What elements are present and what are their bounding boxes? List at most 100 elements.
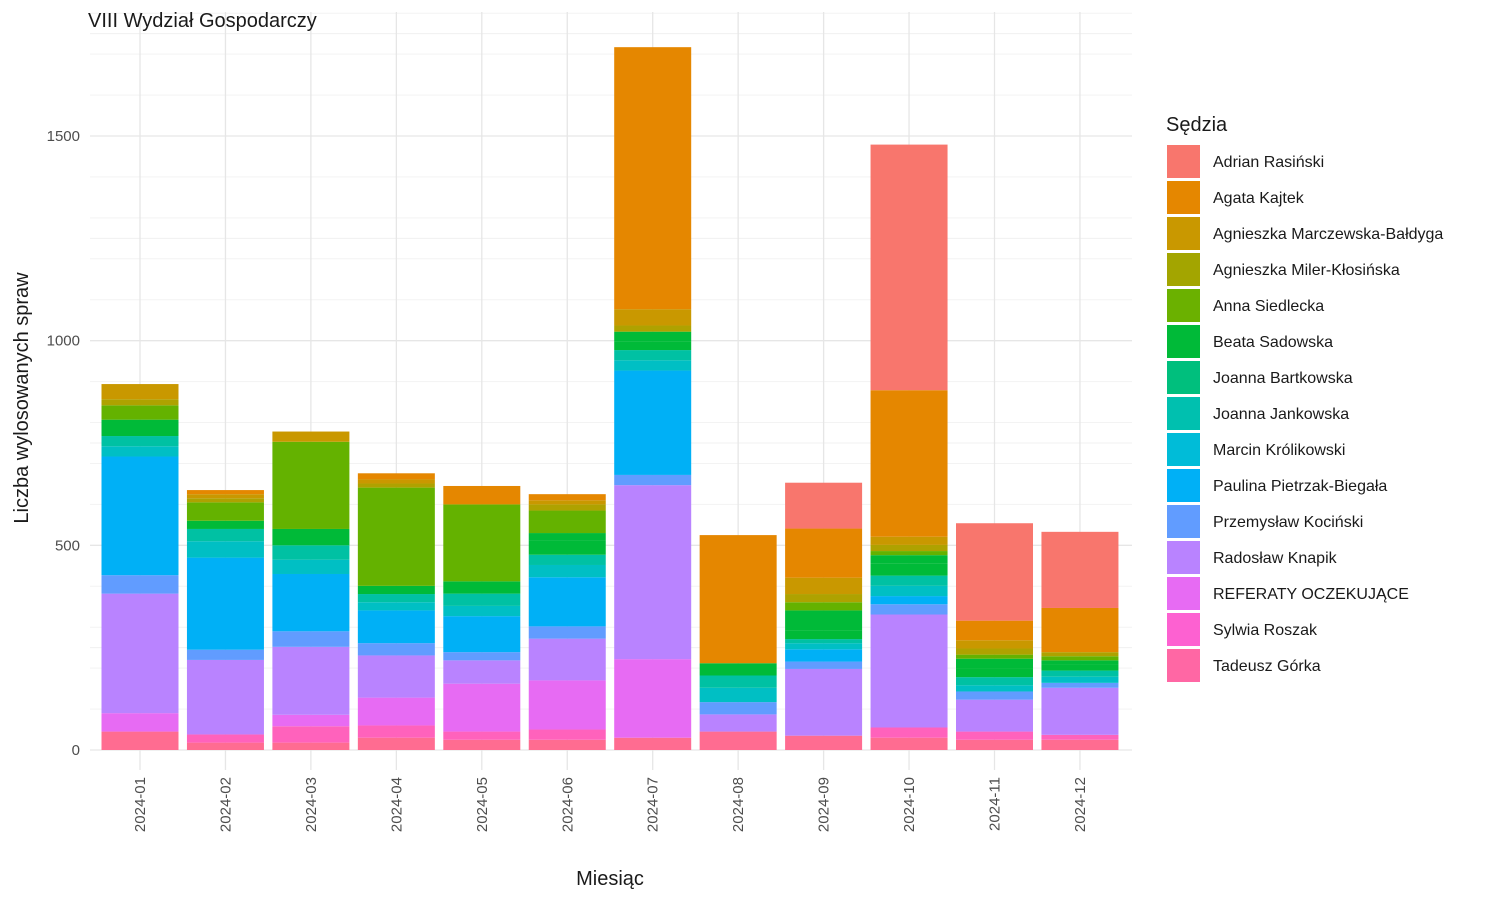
bar-segment [785, 649, 863, 662]
bar-segment [101, 384, 179, 400]
legend-label: Agata Kajtek [1213, 190, 1305, 207]
bar-segment [1041, 664, 1119, 671]
bar-segment [357, 725, 435, 738]
bar-segment [443, 593, 521, 606]
y-tick-label: 500 [55, 537, 80, 554]
x-tick-label: 2024-08 [730, 777, 747, 832]
bar-segment [956, 677, 1033, 686]
bar-segment [357, 487, 435, 586]
bar-segment [443, 652, 521, 661]
legend-swatch [1167, 325, 1200, 358]
legend-swatch [1167, 145, 1200, 178]
bar-segment [357, 479, 435, 484]
bar-segment [785, 482, 863, 529]
bar-segment [101, 713, 179, 732]
legend-label: Marcin Królikowski [1213, 442, 1345, 459]
x-tick-label: 2024-09 [816, 777, 833, 832]
bar-segment [614, 474, 692, 486]
bar-segment [870, 551, 948, 556]
y-tick-label: 1500 [47, 128, 80, 145]
x-tick-label: 2024-02 [217, 777, 234, 832]
bar-segment [1041, 734, 1119, 740]
bar-segment [699, 714, 777, 732]
bar-segment [186, 490, 264, 495]
bar-segment [443, 739, 521, 750]
bar-segment [101, 593, 179, 714]
bar-segment [101, 399, 179, 406]
bar-segment [614, 370, 692, 475]
legend-label: Radosław Knapik [1213, 550, 1338, 567]
legend-swatch [1167, 433, 1200, 466]
bar-segment [528, 510, 606, 534]
bar-segment [699, 687, 777, 703]
legend-label: Przemysław Kociński [1213, 514, 1363, 531]
bar-segment [528, 494, 606, 501]
bar-segment [870, 563, 948, 576]
bar-segment [528, 554, 606, 565]
bar-segment [272, 545, 350, 560]
bar-segment [528, 638, 606, 681]
bar-segment [785, 610, 863, 631]
legend-swatch [1167, 253, 1200, 286]
bar-segment [870, 555, 948, 564]
bar-segment [785, 577, 863, 595]
bar-segment [443, 581, 521, 594]
bar-segment [528, 739, 606, 750]
legend-label: Agnieszka Miler-Kłosińska [1213, 262, 1400, 279]
bar-segment [699, 731, 777, 750]
bar-segment [186, 528, 264, 542]
bar-segment [443, 660, 521, 684]
bar-segment [528, 626, 606, 639]
bar-segment [956, 685, 1033, 692]
bar-segment [614, 309, 692, 326]
bar-segment [101, 436, 179, 447]
bar-segment [443, 504, 521, 582]
bar-segment [1041, 607, 1119, 653]
legend-swatch [1167, 469, 1200, 502]
bar-segment [272, 742, 350, 750]
bar-segment [956, 739, 1033, 750]
bar-segment [956, 658, 1033, 669]
bar-segment [528, 680, 606, 730]
bar-segment [443, 683, 521, 732]
legend-label: Agnieszka Marczewska-Bałdyga [1213, 226, 1443, 243]
legend-swatch [1167, 361, 1200, 394]
x-tick-label: 2024-11 [987, 777, 1004, 831]
bar-segment [357, 483, 435, 488]
legend-swatch [1167, 505, 1200, 538]
bar-segment [443, 616, 521, 653]
bar-segment [528, 540, 606, 555]
bar-segment [272, 631, 350, 647]
bar-segment [528, 500, 606, 505]
bar-segment [528, 577, 606, 627]
bar-segment [357, 594, 435, 603]
x-axis-ticks: 2024-01 2024-02 2024-03 2024-04 2024-05 2024-… [132, 777, 1089, 832]
bar-segment [528, 533, 606, 541]
bar-segment [614, 341, 692, 351]
y-axis-title: Liczba wylosowanych spraw [11, 272, 33, 524]
bar-segment [699, 663, 777, 676]
bar-segment [699, 702, 777, 715]
bar-segment [614, 350, 692, 361]
bar-segment [870, 614, 948, 728]
bar-segment [785, 668, 863, 736]
bar-segment [272, 441, 350, 529]
bar-segment [357, 473, 435, 480]
bar-segment [186, 502, 264, 521]
y-tick-label: 0 [72, 742, 80, 759]
bar-segment [443, 731, 521, 740]
legend-label: Beata Sadowska [1213, 334, 1333, 351]
bar-segment [443, 605, 521, 617]
bar-segment [870, 727, 948, 738]
bar-segment [357, 697, 435, 726]
bar-segment [870, 585, 948, 597]
legend-swatch [1167, 649, 1200, 682]
bar-segment [186, 649, 264, 660]
bar-segment [186, 494, 264, 499]
bar-segment [101, 575, 179, 594]
legend-title: Sędzia [1166, 114, 1228, 136]
bar-segment [1041, 682, 1119, 688]
bar-segment [956, 731, 1033, 740]
bar-segment [357, 737, 435, 750]
bar-segment [956, 654, 1033, 659]
